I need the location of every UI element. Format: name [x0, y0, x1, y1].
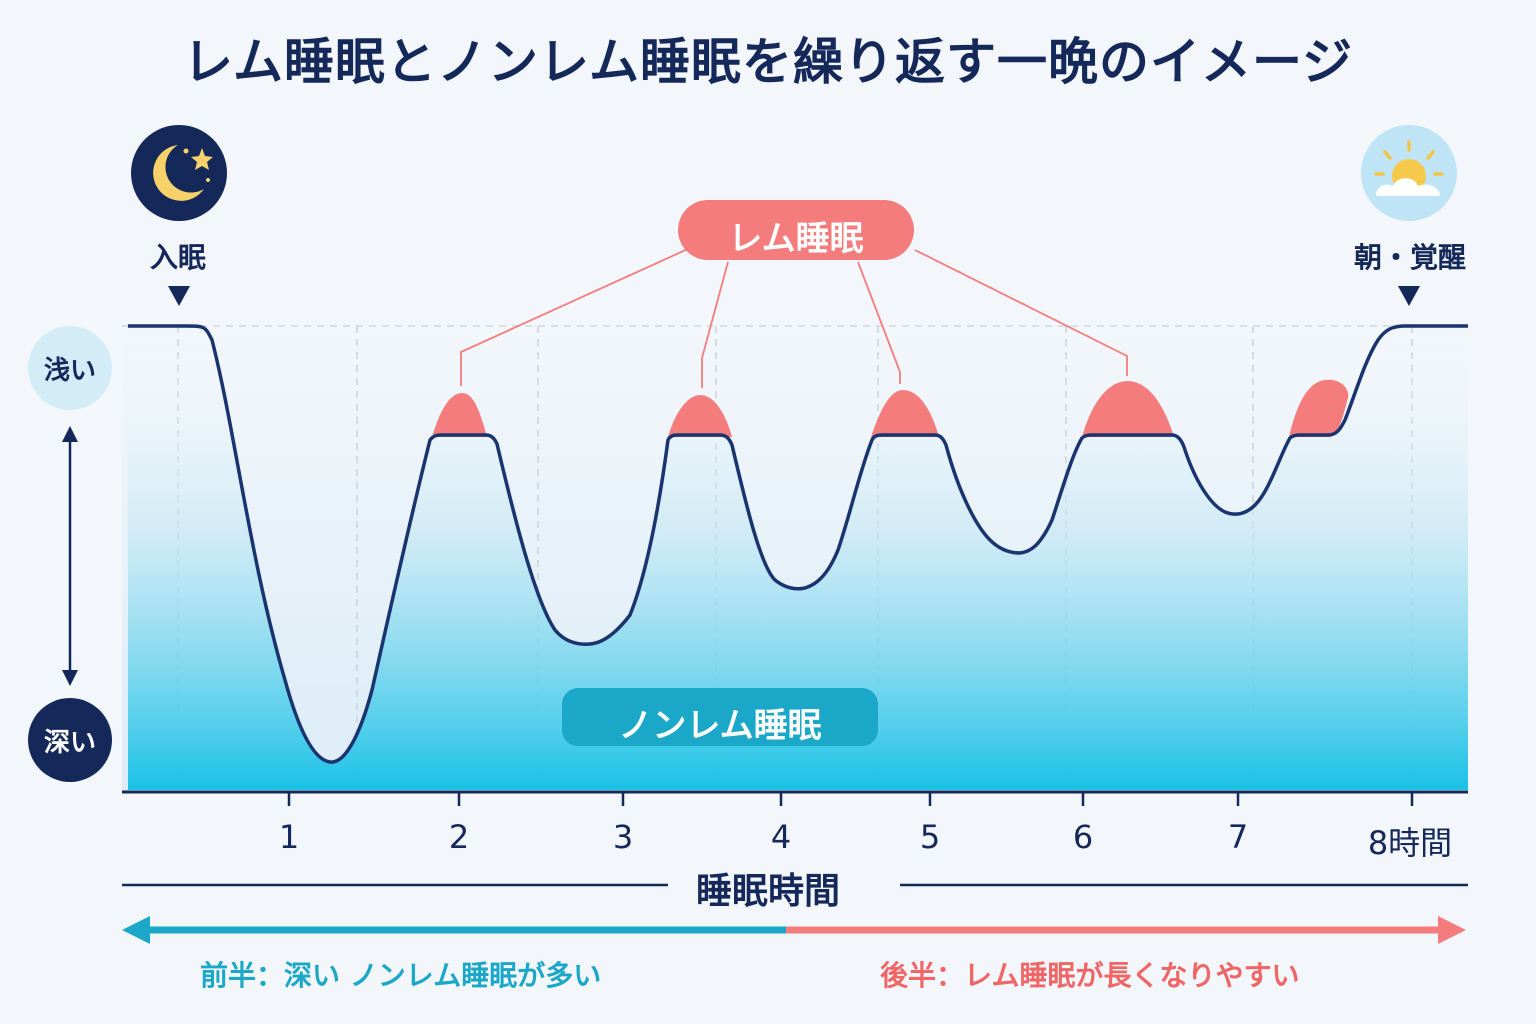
- depth-arrow: [62, 426, 78, 686]
- wake-triangle: [1398, 286, 1420, 306]
- x-tick-label: 5: [919, 818, 941, 856]
- x-axis-title: 睡眠時間: [695, 871, 840, 912]
- page-title: レム睡眠とノンレム睡眠を繰り返す一晩のイメージ: [183, 33, 1353, 91]
- rem-label: レム睡眠: [728, 219, 864, 259]
- sleep-onset-label: 入眠: [149, 241, 206, 274]
- rem-hump: [668, 395, 732, 437]
- wake-label: 朝・覚醒: [1353, 241, 1466, 274]
- shallow-label: 浅い: [43, 356, 96, 386]
- rem-hump: [1082, 381, 1174, 437]
- second-half-label: 後半：レム睡眠が長くなりやすい: [880, 959, 1300, 992]
- x-tick-label: 8時間: [1367, 824, 1453, 862]
- sleep-depth-curve: [128, 324, 1468, 764]
- rem-pill: [678, 200, 914, 260]
- rem-humps: [432, 379, 1349, 437]
- half-night-arrow: [122, 916, 1466, 944]
- x-tick-label: 7: [1227, 818, 1249, 856]
- rem-connectors: [460, 247, 1128, 388]
- x-tick-label: 2: [448, 818, 470, 856]
- moon-stars-icon: [131, 125, 227, 221]
- deep-label: 深い: [43, 728, 96, 758]
- x-axis-ticks: [287, 792, 1414, 806]
- x-tick-label: 3: [612, 818, 634, 856]
- rem-hump: [1289, 379, 1349, 437]
- rem-hump: [871, 390, 939, 437]
- rem-hump: [432, 393, 487, 437]
- onset-triangle: [168, 286, 190, 306]
- deep-badge: [28, 698, 112, 782]
- shallow-badge: [28, 326, 112, 410]
- sun-cloud-icon: [1361, 125, 1457, 221]
- nonrem-pill: [562, 688, 878, 746]
- x-tick-label: 6: [1072, 818, 1094, 856]
- x-tick-label: 1: [278, 818, 300, 856]
- x-tick-label: 4: [770, 818, 792, 856]
- nonrem-label: ノンレム睡眠: [618, 706, 822, 746]
- first-half-label: 前半：深い ノンレム睡眠が多い: [200, 959, 602, 992]
